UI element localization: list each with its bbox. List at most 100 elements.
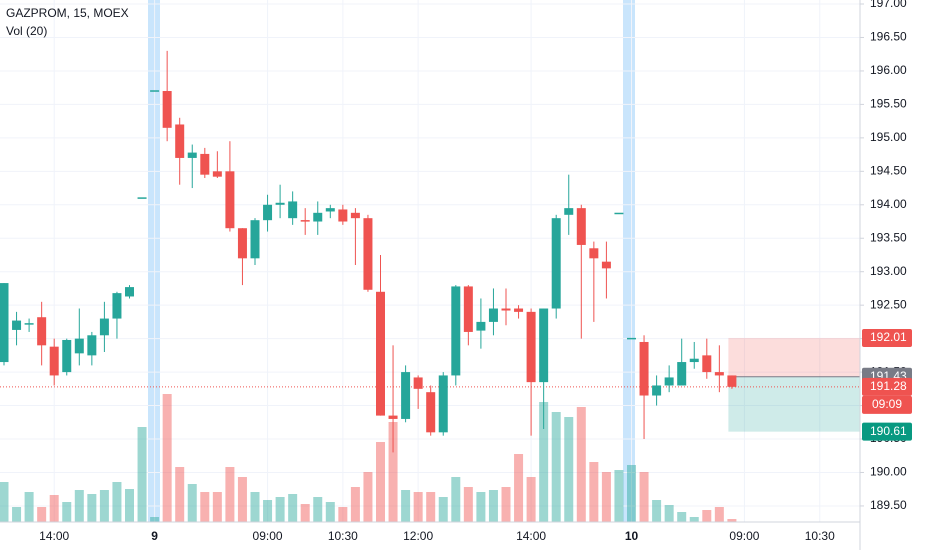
candle-body: [112, 293, 122, 319]
volume-bar: [74, 490, 84, 522]
candle-body: [288, 201, 298, 219]
candle-body: [551, 218, 561, 309]
price-label: 192.01: [870, 330, 907, 344]
volume-bar: [0, 482, 9, 522]
candle-body: [488, 308, 498, 322]
y-tick-label: 197.00: [870, 0, 907, 10]
volume-bar: [388, 422, 398, 522]
candles: [0, 50, 737, 453]
candle-body: [702, 355, 712, 373]
candle-body: [564, 208, 574, 215]
price-label-bg: [862, 377, 912, 396]
volume-bar: [476, 492, 486, 522]
price-label: 191.28: [870, 379, 907, 393]
candle-body: [589, 248, 599, 259]
volume-bar: [12, 507, 22, 522]
volume-bar: [300, 504, 310, 522]
volume-bar: [564, 417, 574, 522]
volume-bar: [451, 477, 461, 522]
volume-bar: [24, 492, 34, 522]
candle-body: [175, 124, 185, 158]
indicator-title: Vol (20): [6, 24, 47, 38]
volume-bar: [526, 477, 536, 522]
candle-body: [62, 339, 72, 373]
candle-body: [627, 337, 636, 340]
volume-bar: [426, 492, 436, 522]
x-tick-label: 09:00: [729, 529, 759, 543]
x-tick-label: 14:00: [39, 529, 69, 543]
volume-bar: [589, 462, 599, 522]
x-tick-label: 14:00: [516, 529, 546, 543]
volume-bar: [112, 482, 122, 522]
volume-bar: [250, 492, 260, 522]
volume-bar: [639, 472, 649, 522]
volume-bar: [275, 497, 285, 522]
volume-bar: [614, 470, 624, 522]
volume-bar: [150, 517, 160, 522]
volume-bar: [401, 490, 411, 522]
candle-body: [137, 197, 147, 199]
candle-body: [99, 318, 109, 336]
candle-body: [714, 372, 724, 376]
candle-body: [727, 375, 737, 387]
volume-bar: [376, 442, 385, 522]
candle-body: [689, 358, 699, 363]
x-tick-label: 9: [151, 529, 158, 543]
y-tick-label: 196.50: [870, 30, 907, 44]
x-tick-label: 12:00: [403, 529, 433, 543]
candle-body: [664, 377, 674, 386]
volume-bar: [200, 492, 210, 522]
volume-bar: [49, 495, 59, 522]
candle-body: [363, 218, 373, 290]
candle-body: [37, 317, 47, 346]
volume-bar: [62, 502, 72, 522]
volume-bar: [125, 489, 134, 522]
volume-bar: [514, 454, 524, 522]
position-tool: [0, 337, 860, 432]
price-label: 190.61: [870, 424, 907, 438]
session-break: [623, 0, 635, 522]
volume-bar: [175, 467, 185, 522]
stop-zone: [728, 376, 860, 432]
volume-bar: [438, 497, 448, 522]
x-tick-label: 09:00: [253, 529, 283, 543]
volume-bar: [652, 500, 662, 522]
y-tick-label: 196.00: [870, 63, 907, 77]
candle-body: [187, 152, 197, 158]
axes: 189.50190.00190.50191.00191.50192.00192.…: [39, 0, 912, 543]
volume-bar: [488, 490, 498, 522]
volume-bar: [87, 494, 97, 522]
candle-body: [639, 341, 649, 396]
candle-body: [350, 212, 360, 219]
candle-body: [74, 338, 84, 354]
candle-body: [677, 362, 687, 386]
volume-bar: [162, 394, 172, 522]
candle-body: [514, 308, 524, 312]
y-tick-label: 194.50: [870, 163, 907, 177]
volume-bar: [350, 487, 360, 522]
volume-bar: [363, 472, 373, 522]
candle-body: [162, 91, 172, 128]
candle-body: [24, 323, 34, 325]
y-tick-label: 192.50: [870, 297, 907, 311]
volume-bar: [463, 487, 473, 522]
candle-body: [539, 308, 549, 383]
candle-body: [87, 335, 97, 356]
volume-bar: [539, 402, 549, 522]
candle-body: [275, 202, 285, 205]
candle-body: [49, 346, 59, 376]
candle-body: [338, 209, 348, 222]
volume-bar: [689, 517, 699, 522]
volume-bar: [263, 500, 273, 522]
x-tick-label: 10:30: [328, 529, 358, 543]
y-tick-label: 193.50: [870, 230, 907, 244]
x-tick-label: 10: [625, 529, 639, 543]
volume-bar: [325, 502, 335, 522]
profit-zone: [728, 337, 860, 377]
candle-body: [401, 372, 411, 419]
volume-bar: [99, 490, 109, 522]
volume-bar: [727, 519, 737, 522]
y-tick-label: 189.50: [870, 498, 907, 512]
